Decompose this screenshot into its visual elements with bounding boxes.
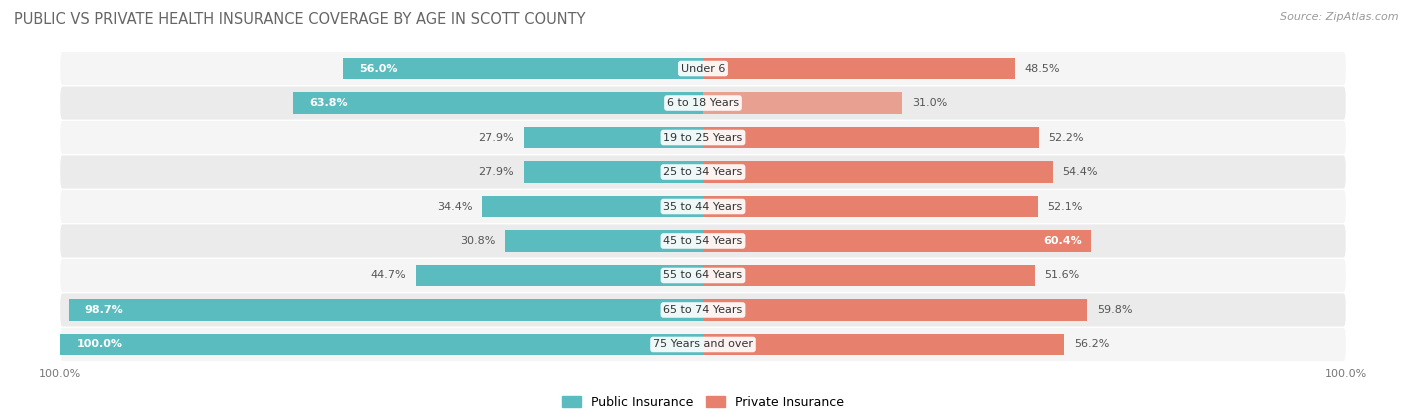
Text: Source: ZipAtlas.com: Source: ZipAtlas.com (1281, 12, 1399, 22)
Text: 48.5%: 48.5% (1025, 64, 1060, 74)
Text: 65 to 74 Years: 65 to 74 Years (664, 305, 742, 315)
Text: 27.9%: 27.9% (478, 167, 515, 177)
Bar (703, 334, 1064, 355)
FancyBboxPatch shape (60, 293, 1346, 327)
Bar (343, 58, 703, 79)
Text: Under 6: Under 6 (681, 64, 725, 74)
Bar (523, 161, 703, 183)
Text: 35 to 44 Years: 35 to 44 Years (664, 202, 742, 211)
FancyBboxPatch shape (60, 121, 1346, 154)
Bar (60, 334, 703, 355)
Bar (703, 127, 1039, 148)
Bar (416, 265, 703, 286)
Text: 19 to 25 Years: 19 to 25 Years (664, 133, 742, 142)
FancyBboxPatch shape (60, 224, 1346, 258)
Text: 31.0%: 31.0% (912, 98, 948, 108)
Text: 75 Years and over: 75 Years and over (652, 339, 754, 349)
Text: 27.9%: 27.9% (478, 133, 515, 142)
Text: 98.7%: 98.7% (84, 305, 124, 315)
Bar (703, 230, 1091, 252)
Text: 59.8%: 59.8% (1097, 305, 1132, 315)
FancyBboxPatch shape (60, 328, 1346, 361)
Text: 52.1%: 52.1% (1047, 202, 1083, 211)
Bar (482, 196, 703, 217)
Bar (523, 127, 703, 148)
FancyBboxPatch shape (60, 259, 1346, 292)
FancyBboxPatch shape (60, 155, 1346, 189)
Text: 55 to 64 Years: 55 to 64 Years (664, 271, 742, 280)
Text: 56.0%: 56.0% (359, 64, 398, 74)
Text: 6 to 18 Years: 6 to 18 Years (666, 98, 740, 108)
Text: 56.2%: 56.2% (1074, 339, 1109, 349)
Text: 25 to 34 Years: 25 to 34 Years (664, 167, 742, 177)
Text: 45 to 54 Years: 45 to 54 Years (664, 236, 742, 246)
FancyBboxPatch shape (60, 190, 1346, 223)
Bar (703, 58, 1015, 79)
Text: 44.7%: 44.7% (370, 271, 406, 280)
Text: 63.8%: 63.8% (309, 98, 347, 108)
FancyBboxPatch shape (60, 52, 1346, 85)
FancyBboxPatch shape (60, 86, 1346, 120)
Bar (703, 265, 1035, 286)
Text: 30.8%: 30.8% (460, 236, 495, 246)
Text: 100.0%: 100.0% (76, 339, 122, 349)
Bar (703, 161, 1053, 183)
Bar (703, 93, 903, 114)
Bar (703, 299, 1087, 320)
Text: 52.2%: 52.2% (1047, 133, 1084, 142)
Bar (69, 299, 703, 320)
Text: 60.4%: 60.4% (1043, 236, 1081, 246)
Legend: Public Insurance, Private Insurance: Public Insurance, Private Insurance (557, 391, 849, 413)
Text: 51.6%: 51.6% (1045, 271, 1080, 280)
Bar (703, 196, 1038, 217)
Bar (292, 93, 703, 114)
Bar (505, 230, 703, 252)
Text: 34.4%: 34.4% (437, 202, 472, 211)
Text: PUBLIC VS PRIVATE HEALTH INSURANCE COVERAGE BY AGE IN SCOTT COUNTY: PUBLIC VS PRIVATE HEALTH INSURANCE COVER… (14, 12, 585, 27)
Text: 54.4%: 54.4% (1063, 167, 1098, 177)
